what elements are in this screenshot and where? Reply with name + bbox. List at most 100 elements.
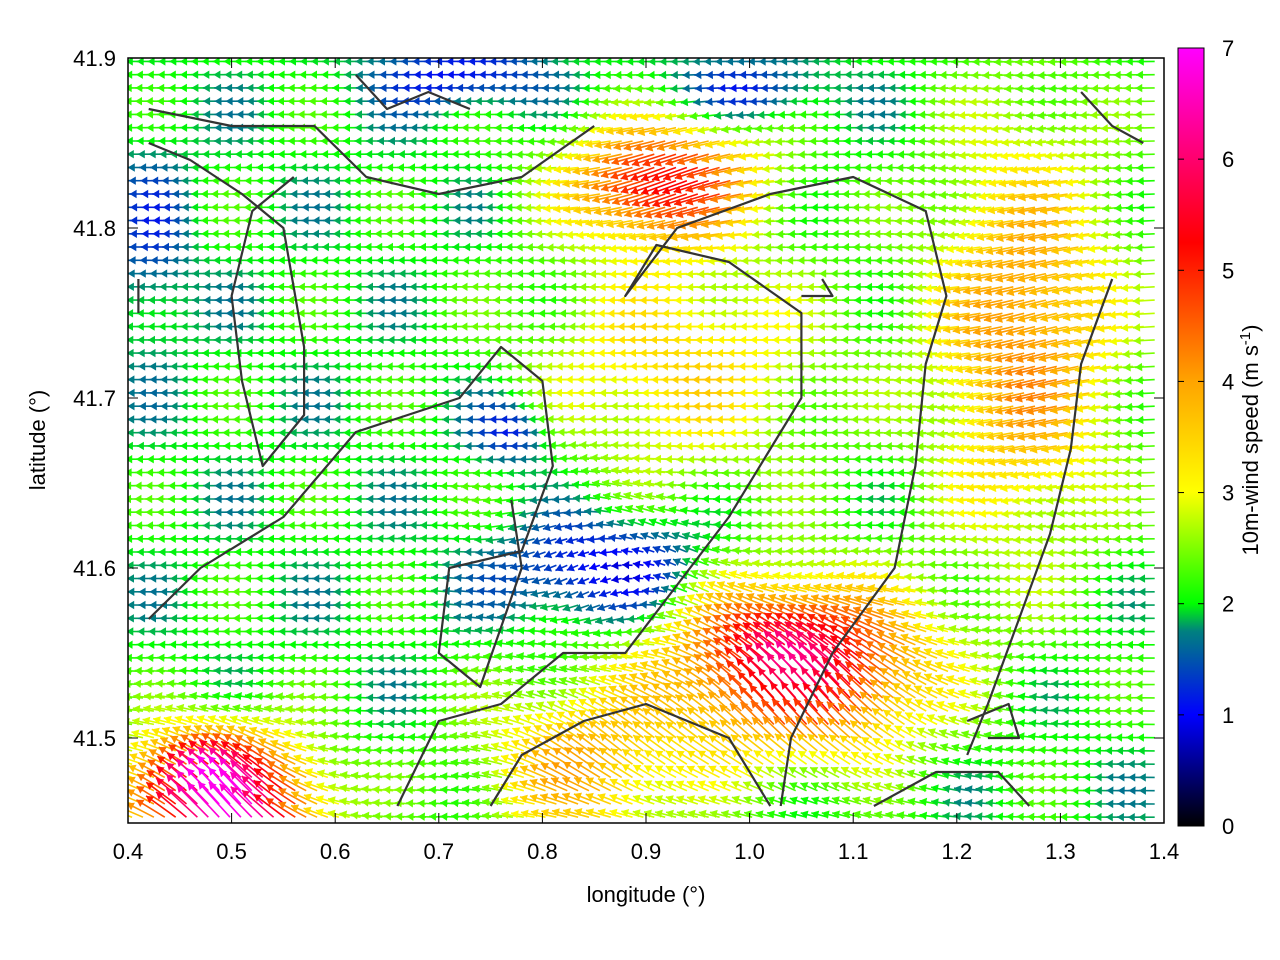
wind-arrow-head bbox=[541, 83, 549, 93]
wind-arrow-head bbox=[1133, 336, 1141, 345]
wind-arrow-head bbox=[287, 322, 295, 331]
wind-arrow-head bbox=[918, 83, 926, 93]
wind-arrow-head bbox=[210, 203, 218, 212]
wind-arrow-head bbox=[203, 282, 211, 291]
wind-arrow-head bbox=[1123, 123, 1131, 133]
wind-arrow-head bbox=[116, 283, 123, 291]
wind-arrow-head bbox=[738, 218, 746, 227]
wind-arrow-head bbox=[365, 136, 373, 146]
wind-arrow-head bbox=[526, 335, 533, 345]
wind-arrow-head bbox=[540, 58, 548, 66]
wind-arrow-head bbox=[535, 348, 543, 358]
wind-arrow-head bbox=[1134, 110, 1142, 119]
wind-arrow-head bbox=[504, 282, 512, 291]
wind-arrow-head bbox=[703, 375, 711, 384]
wind-arrow-head bbox=[148, 335, 155, 345]
wind-arrow-head bbox=[808, 256, 816, 265]
wind-arrow-head bbox=[927, 150, 936, 159]
wind-arrow-head bbox=[728, 243, 737, 253]
wind-arrow-head bbox=[694, 70, 702, 80]
wind-arrow-head bbox=[790, 58, 798, 66]
wind-arrow-head bbox=[235, 83, 243, 93]
wind-arrow-head bbox=[402, 70, 410, 79]
wind-arrow-head bbox=[732, 124, 741, 134]
wind-arrow-head bbox=[463, 242, 471, 252]
wind-arrow-head bbox=[632, 198, 641, 207]
wind-arrow-head bbox=[566, 362, 574, 371]
wind-arrow-head bbox=[949, 204, 957, 213]
wind-arrow-head bbox=[449, 295, 457, 305]
wind-arrow-head bbox=[255, 362, 263, 371]
wind-arrow-head bbox=[116, 362, 123, 370]
wind-arrow-head bbox=[663, 270, 671, 279]
wind-arrow-head bbox=[290, 375, 297, 384]
wind-arrow-head bbox=[551, 97, 559, 106]
wind-arrow-head bbox=[147, 322, 155, 331]
wind-arrow-head bbox=[267, 375, 275, 384]
wind-arrow-head bbox=[114, 97, 121, 105]
wind-arrow-head bbox=[685, 270, 694, 279]
wind-arrow-head bbox=[898, 123, 906, 133]
wind-arrow-head bbox=[904, 363, 913, 372]
wind-arrow-head bbox=[200, 388, 208, 398]
wind-arrow-head bbox=[1121, 283, 1129, 293]
wind-arrow-head bbox=[821, 203, 829, 212]
wind-arrow-head bbox=[562, 192, 570, 201]
wind-arrow-head bbox=[958, 111, 966, 120]
wind-arrow-head bbox=[353, 189, 361, 199]
wind-arrow-head bbox=[730, 296, 738, 305]
wind-arrow-head bbox=[246, 309, 254, 318]
wind-arrow-head bbox=[130, 203, 138, 212]
wind-arrow-head bbox=[481, 322, 489, 331]
wind-arrow-head bbox=[750, 322, 758, 331]
wind-arrow-head bbox=[592, 195, 601, 204]
wind-arrow-head bbox=[811, 58, 819, 66]
wind-arrow-head bbox=[559, 309, 566, 318]
wind-arrow-head bbox=[651, 283, 659, 292]
wind-arrow-head bbox=[236, 282, 244, 291]
wind-arrow-head bbox=[146, 83, 154, 93]
wind-arrow-head bbox=[398, 335, 406, 345]
wind-arrow-head bbox=[1037, 71, 1045, 80]
wind-arrow-head bbox=[211, 362, 219, 371]
wind-arrow-head bbox=[191, 335, 199, 345]
wind-arrow-head bbox=[959, 191, 967, 200]
wind-arrow-head bbox=[850, 388, 858, 398]
wind-arrow-head bbox=[671, 362, 679, 371]
wind-arrow-head bbox=[581, 97, 589, 106]
wind-arrow-head bbox=[979, 178, 987, 187]
wind-arrow-head bbox=[420, 123, 428, 132]
wind-arrow-head bbox=[737, 166, 745, 175]
wind-arrow-head bbox=[852, 203, 860, 212]
wind-arrow-head bbox=[234, 58, 242, 66]
wind-arrow-head bbox=[1098, 271, 1106, 280]
wind-arrow-head bbox=[830, 388, 837, 398]
wind-arrow-head bbox=[662, 257, 671, 266]
wind-arrow-head bbox=[713, 111, 722, 120]
wind-arrow-head bbox=[277, 335, 285, 345]
wind-arrow-head bbox=[201, 242, 209, 252]
wind-arrow-head bbox=[320, 97, 327, 106]
wind-arrow-head bbox=[520, 58, 527, 66]
wind-arrow-head bbox=[1080, 84, 1088, 93]
wind-arrow-head bbox=[439, 295, 447, 305]
wind-arrow-head bbox=[115, 124, 122, 132]
wind-arrow-head bbox=[355, 97, 363, 106]
wind-arrow-head bbox=[637, 127, 646, 137]
wind-arrow-head bbox=[1124, 70, 1132, 79]
wind-arrow-head bbox=[862, 349, 870, 358]
wind-arrow-head bbox=[287, 136, 295, 146]
wind-arrow-head bbox=[506, 110, 514, 119]
wind-arrow-head bbox=[278, 203, 286, 212]
wind-vector-arrows bbox=[114, 58, 1155, 822]
wind-arrow-head bbox=[1136, 203, 1145, 212]
wind-arrow-head bbox=[1133, 283, 1141, 292]
wind-arrow-head bbox=[786, 150, 794, 159]
wind-arrow-head bbox=[927, 124, 935, 133]
wind-arrow-head bbox=[363, 375, 371, 384]
wind-arrow-head bbox=[538, 282, 546, 292]
wind-arrow-head bbox=[525, 229, 533, 239]
wind-arrow-head bbox=[1078, 164, 1086, 173]
wind-arrow-head bbox=[775, 177, 783, 186]
wind-arrow-head bbox=[929, 58, 937, 66]
